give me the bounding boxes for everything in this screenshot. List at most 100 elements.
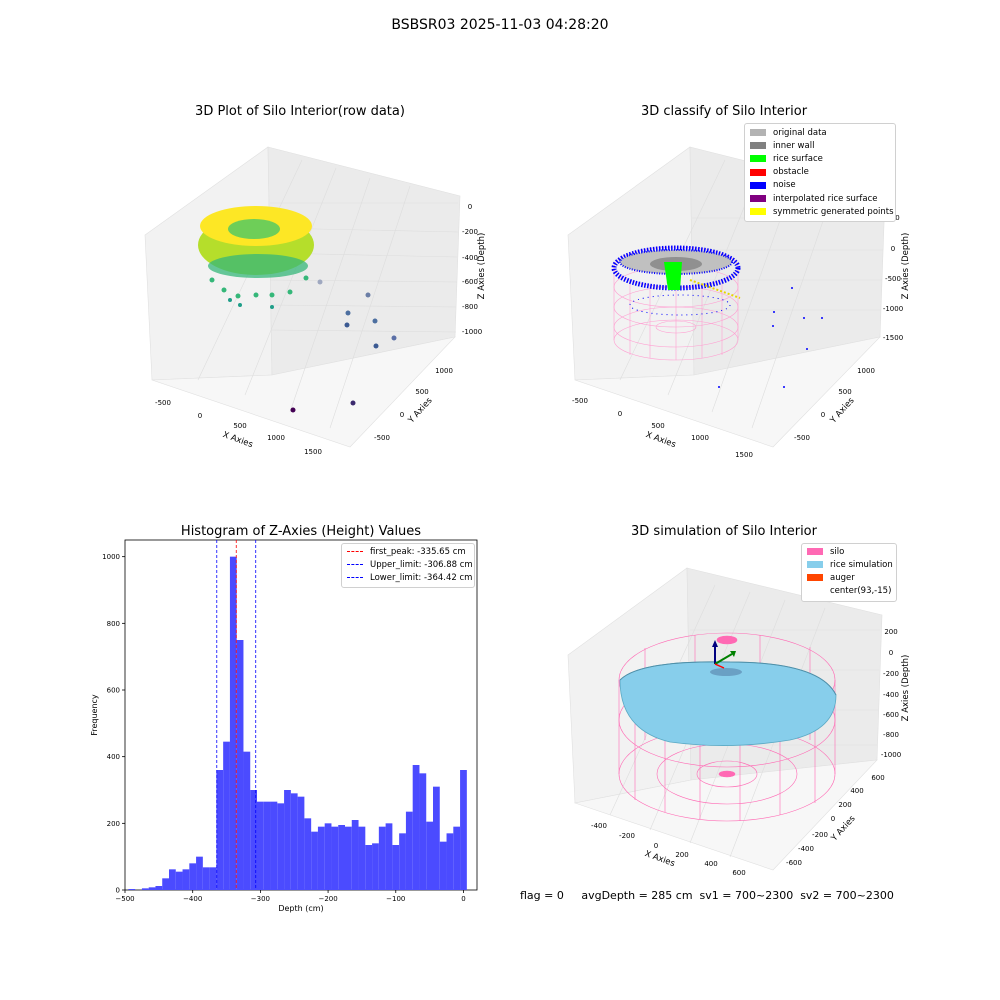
raw3d-ytick: 500 bbox=[415, 388, 428, 396]
histogram-bar bbox=[331, 826, 339, 890]
histogram-xlabel: Depth (cm) bbox=[278, 904, 323, 913]
histogram-bar bbox=[365, 845, 373, 890]
raw3d-ztick: -600 bbox=[462, 278, 478, 286]
sim3d-ztick: -600 bbox=[883, 711, 899, 719]
legend-swatch bbox=[750, 142, 766, 150]
histogram-bar bbox=[446, 833, 454, 890]
histogram-bar bbox=[426, 821, 433, 890]
raw3d-xlabel: X Axies bbox=[221, 430, 254, 450]
histogram-bar bbox=[223, 741, 230, 890]
histogram-x-ticks: −500 −400 −300 −200 −100 0 bbox=[115, 890, 466, 903]
sim3d-ztick: 0 bbox=[889, 649, 893, 657]
histogram-bar bbox=[419, 773, 427, 890]
histogram-bar bbox=[460, 770, 467, 890]
histogram-bar bbox=[358, 826, 366, 890]
sim3d-center-arrows bbox=[712, 640, 736, 669]
histogram-reference-lines bbox=[216, 540, 257, 890]
legend-item: center(93,-15) bbox=[802, 585, 896, 598]
histogram-bar bbox=[175, 871, 183, 890]
histogram-y-tick-label: 1000 bbox=[102, 553, 120, 561]
histogram-bar bbox=[243, 751, 251, 890]
sim3d-ytick: -200 bbox=[812, 831, 828, 839]
histogram-bar bbox=[405, 811, 413, 890]
legend-swatch bbox=[750, 155, 766, 163]
histogram-x-tick-label: −400 bbox=[183, 895, 202, 903]
legend-swatch bbox=[750, 181, 766, 189]
legend-swatch bbox=[807, 548, 823, 556]
histogram-bar bbox=[141, 888, 149, 890]
sim3d-ztick: -1000 bbox=[881, 751, 901, 759]
histogram-bar bbox=[345, 826, 352, 890]
raw3d-ztick: -800 bbox=[462, 303, 478, 311]
legend-swatch bbox=[807, 574, 823, 582]
histogram-y-tick-label: 0 bbox=[116, 887, 120, 895]
classify3d-rice-surface bbox=[664, 262, 682, 290]
sim3d-title: 3D simulation of Silo Interior bbox=[631, 524, 817, 539]
legend-item: first_peak: -335.65 cm bbox=[342, 545, 474, 558]
legend-label: first_peak: -335.65 cm bbox=[370, 546, 466, 557]
histogram-x-tick-label: −200 bbox=[318, 895, 337, 903]
histogram-bar bbox=[324, 823, 332, 890]
histogram-title: Histogram of Z-Axies (Height) Values bbox=[180, 524, 422, 539]
raw3d-ztick: 0 bbox=[468, 203, 472, 211]
raw3d-xtick: 1500 bbox=[304, 448, 322, 456]
histogram-y-tick-label: 400 bbox=[107, 753, 120, 761]
histogram-y-tick-label: 800 bbox=[107, 620, 120, 628]
legend-label: silo bbox=[830, 546, 845, 557]
legend-item: noise bbox=[745, 179, 895, 192]
figure-title: BSBSR03 2025-11-03 04:28:20 bbox=[391, 17, 609, 33]
legend-label: interpolated rice surface bbox=[773, 193, 878, 204]
raw3d-grid bbox=[197, 159, 459, 429]
legend-swatch bbox=[807, 588, 823, 595]
legend-item: symmetric generated points bbox=[745, 205, 895, 218]
histogram-bar bbox=[229, 556, 237, 890]
sim3d-xtick: 400 bbox=[704, 860, 717, 868]
sim3d-ytick: 200 bbox=[838, 801, 851, 809]
legend-label: noise bbox=[773, 180, 796, 191]
legend-item: inner wall bbox=[745, 139, 895, 152]
raw3d-floor-pane bbox=[151, 336, 456, 448]
histogram-bar bbox=[162, 878, 169, 890]
legend-swatch bbox=[750, 208, 766, 216]
sim3d-ztick: 200 bbox=[884, 628, 897, 636]
histogram-bar bbox=[277, 803, 285, 890]
legend-label: original data bbox=[773, 127, 827, 138]
raw3d-ztick: -400 bbox=[462, 254, 478, 262]
classify3d-ytick: 1000 bbox=[857, 367, 875, 375]
histogram-plot: −500 −400 −300 −200 −100 0 02004006008001000 … bbox=[90, 539, 478, 913]
classify3d-xtick: 1500 bbox=[735, 451, 753, 459]
sim3d-plot: -400 -200 0 200 400 600 -600 -400 -200 0… bbox=[567, 567, 911, 877]
classify3d-legend: original data inner wall rice surface ob… bbox=[744, 123, 896, 222]
histogram-bar bbox=[257, 801, 264, 890]
histogram-x-tick-label: −300 bbox=[251, 895, 270, 903]
classify3d-ztick: -1500 bbox=[883, 334, 903, 342]
classify3d-points bbox=[611, 245, 823, 388]
sim3d-ztick: -200 bbox=[883, 670, 899, 678]
raw3d-ylabel: Y Axies bbox=[406, 395, 435, 426]
sim3d-ytick: -400 bbox=[798, 845, 814, 853]
legend-line bbox=[347, 551, 363, 553]
sim3d-xtick: 0 bbox=[654, 842, 658, 850]
legend-label: inner wall bbox=[773, 140, 815, 151]
legend-item: original data bbox=[745, 126, 895, 139]
histogram-bar bbox=[209, 867, 217, 890]
histogram-bar bbox=[317, 826, 325, 890]
sim3d-floor-pane bbox=[573, 759, 878, 871]
classify3d-ztick: 0 bbox=[891, 245, 895, 253]
raw3d-plot: -500 0 500 1000 1500 -500 0 500 1000 0 -… bbox=[144, 146, 487, 456]
histogram-bar bbox=[236, 640, 244, 890]
histogram-y-tick-label: 600 bbox=[107, 687, 120, 695]
legend-item: silo bbox=[802, 545, 896, 558]
histogram-bar bbox=[399, 833, 406, 890]
histogram-bar bbox=[433, 786, 440, 890]
sim3d-xtick: -200 bbox=[619, 832, 635, 840]
classify3d-title: 3D classify of Silo Interior bbox=[640, 104, 808, 119]
histogram-bar bbox=[297, 796, 305, 890]
histogram-bar bbox=[453, 826, 461, 890]
sim3d-ytick: 600 bbox=[871, 774, 884, 782]
raw3d-xtick: -500 bbox=[155, 399, 171, 407]
legend-label: center(93,-15) bbox=[830, 586, 892, 597]
legend-item: obstacle bbox=[745, 166, 895, 179]
sim3d-ytick: -600 bbox=[786, 859, 802, 867]
histogram-bar bbox=[392, 845, 400, 890]
